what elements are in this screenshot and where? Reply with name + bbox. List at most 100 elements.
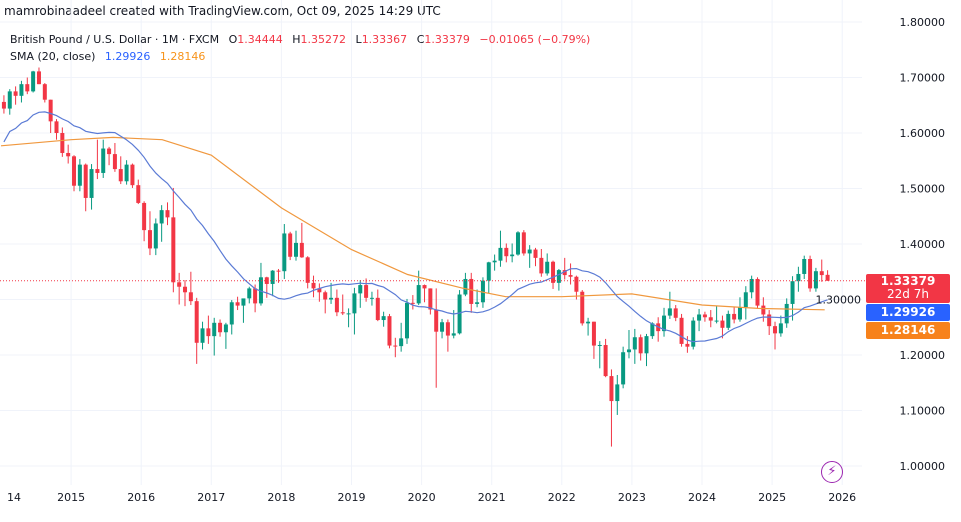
candle-body [334, 297, 339, 313]
time-tick-label: 2019 [338, 491, 366, 504]
candle-body [562, 270, 567, 276]
candle-body [714, 320, 719, 322]
candle-body [708, 317, 713, 321]
price-tick-label: 1.80000 [900, 16, 946, 29]
candle [527, 245, 532, 268]
candle [294, 230, 299, 261]
candle-body [632, 337, 637, 350]
candle-body [206, 328, 211, 337]
price-tick-label: 1.70000 [900, 72, 946, 85]
candle [463, 272, 468, 297]
candle-body [329, 297, 334, 300]
time-tick-label: 2017 [197, 491, 225, 504]
candle [159, 205, 164, 242]
candle [206, 315, 211, 344]
candle [673, 305, 678, 322]
candle [223, 322, 228, 349]
candle-body [159, 210, 164, 224]
candle-body [194, 301, 199, 343]
candle [410, 295, 415, 310]
candle-body [515, 232, 520, 255]
candle [469, 272, 474, 313]
candle-body [48, 99, 53, 122]
candle [626, 330, 631, 359]
candle [667, 291, 672, 319]
last-price-value: 1.33379 [880, 274, 936, 288]
candle [13, 86, 18, 105]
candle-body [358, 285, 363, 294]
candle-body [825, 274, 830, 281]
time-tick-label: 2016 [127, 491, 155, 504]
candle-body [539, 257, 544, 274]
candle [743, 286, 748, 320]
candle [504, 243, 509, 263]
candle [375, 289, 380, 322]
candle-body [609, 376, 614, 402]
candle [130, 163, 135, 188]
candle [399, 322, 404, 352]
candle [732, 307, 737, 324]
time-tick-label: 2018 [267, 491, 295, 504]
candle [258, 262, 263, 306]
candle [603, 338, 608, 378]
candle-body [387, 316, 392, 346]
candle-body [352, 293, 357, 314]
candle-body [615, 384, 620, 402]
candle-body [591, 321, 596, 346]
candle [638, 334, 643, 361]
candle [329, 282, 334, 304]
candle-body [726, 313, 731, 328]
candle-body [778, 323, 783, 334]
low-label: L [355, 33, 362, 46]
low-value: 1.33367 [361, 33, 408, 46]
indicator-legend-row[interactable]: SMA (20, close) 1.29926 1.28146 [10, 48, 590, 65]
candle [767, 310, 772, 336]
candle [60, 127, 65, 157]
price-axis[interactable]: 1.80000 1.70000 1.60000 1.50000 1.40000 1.300… [816, 16, 946, 473]
candle [404, 298, 409, 344]
candle-body [188, 292, 193, 302]
candle-body [755, 278, 760, 306]
candle [644, 333, 649, 367]
symbol-legend-row[interactable]: British Pound / U.S. Dollar · 1M · FXCM … [10, 31, 590, 48]
candle [539, 248, 544, 277]
candle-body [36, 71, 41, 85]
close-value: 1.33379 [424, 33, 470, 46]
candle [89, 164, 94, 210]
lightning-icon[interactable]: ⚡ [821, 461, 843, 483]
candle [510, 243, 515, 263]
candle-body [480, 280, 485, 303]
time-axis[interactable]: 14 2015 2016 2017 2018 2019 2020 2021 2022 2023 20… [7, 491, 856, 504]
time-tick-label: 2025 [758, 491, 786, 504]
candle-body [691, 320, 696, 347]
candle-body [136, 185, 141, 203]
candle [434, 288, 439, 388]
candle [662, 307, 667, 337]
candle [311, 275, 316, 298]
candle-body [218, 322, 223, 333]
time-tick-label: 2026 [828, 491, 856, 504]
candle-body [19, 84, 24, 96]
candle-body [428, 288, 433, 310]
candle [270, 270, 275, 297]
candle [276, 268, 281, 283]
candle [218, 319, 223, 337]
candle [42, 83, 47, 103]
candle [813, 267, 818, 292]
candle [714, 305, 719, 324]
candle-body [626, 349, 631, 353]
change-value: −0.01065 (−0.79%) [479, 33, 591, 46]
candle [568, 263, 573, 285]
candle-body [375, 297, 380, 321]
candle-body [521, 232, 526, 254]
candle-body [475, 302, 480, 304]
time-tick-label: 14 [7, 491, 21, 504]
candle-body [527, 249, 532, 254]
candle [72, 155, 77, 192]
candle-body [761, 305, 766, 315]
candle [95, 139, 100, 180]
candle [112, 142, 117, 172]
candle-body [790, 281, 795, 304]
candle-body [264, 277, 269, 284]
